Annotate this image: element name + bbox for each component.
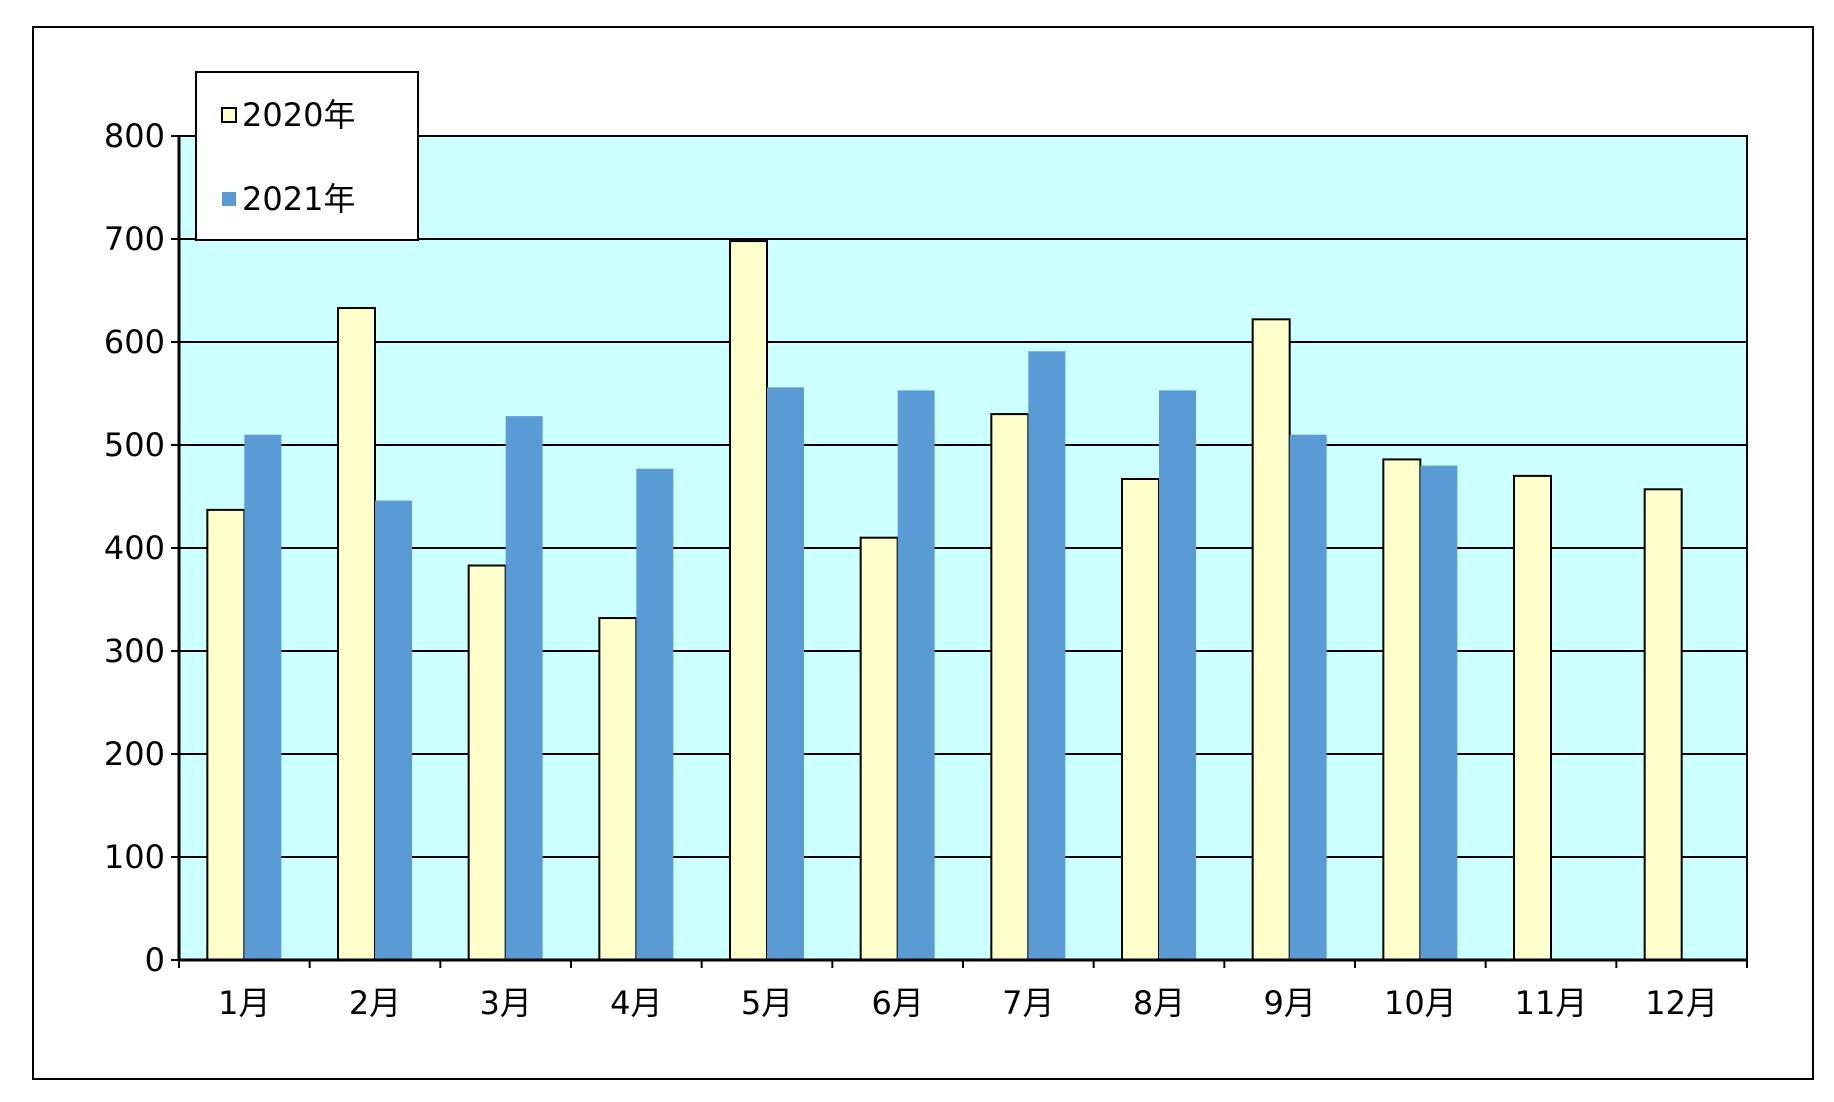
y-tick-label: 0 [145, 941, 165, 979]
chart-frame: 0 100 200 300 400 500 600 700 800 1月 2月 3月 4月 5月 6月 7月… [32, 26, 1814, 1080]
x-tick-label: 7月 [1002, 984, 1054, 1022]
y-tick-label: 100 [104, 838, 165, 876]
x-tick-label: 12月 [1645, 984, 1718, 1022]
bar-2020年-9月 [1251, 318, 1291, 961]
bar-2020年-11月 [1513, 474, 1552, 961]
y-tick-label: 300 [104, 632, 165, 670]
x-tick-label: 5月 [741, 984, 793, 1022]
bar-2021年-4月 [636, 468, 674, 960]
bar-2020年-8月 [1121, 477, 1160, 961]
y-tick-label: 400 [104, 529, 165, 567]
bar-2021年-7月 [1028, 351, 1066, 960]
bar-2020年-12月 [1643, 488, 1683, 961]
y-tick-labels: 0 100 200 300 400 500 600 700 800 [104, 117, 165, 979]
y-tick-label: 600 [104, 323, 165, 361]
x-tick-label: 4月 [610, 984, 662, 1022]
bar-2021年-8月 [1159, 390, 1196, 960]
gridlines [171, 135, 1747, 961]
bar-chart: 0 100 200 300 400 500 600 700 800 1月 2月 3月 4月 5月 6月 7月… [104, 71, 1748, 1022]
bar-2020年-5月 [729, 240, 768, 961]
legend: 2020年 2021年 [195, 71, 419, 241]
x-tick-label: 10月 [1384, 984, 1457, 1022]
legend-label-2020: 2020年 [242, 96, 355, 134]
y-tick-label: 700 [104, 220, 165, 258]
x-tick-label: 1月 [218, 984, 270, 1022]
bar-2021年-5月 [767, 387, 804, 960]
bars [206, 240, 1683, 962]
bar-2021年-1月 [244, 434, 282, 960]
legend-swatch-2020 [221, 107, 237, 123]
axes [177, 136, 1748, 968]
bar-2021年-10月 [1420, 465, 1458, 960]
y-tick-label: 500 [104, 426, 165, 464]
bar-2021年-6月 [897, 390, 935, 960]
x-tick-label: 8月 [1133, 984, 1185, 1022]
x-tick-label: 2月 [349, 984, 401, 1022]
bar-2020年-10月 [1382, 458, 1422, 961]
y-tick-label: 200 [104, 735, 165, 773]
legend-swatch-2021 [222, 192, 236, 206]
x-tick-label: 6月 [871, 984, 923, 1022]
x-tick-labels: 1月 2月 3月 4月 5月 6月 7月 8月 9月 10月 11月 12月 [218, 984, 1718, 1022]
legend-label-2021: 2021年 [242, 180, 355, 218]
bar-2020年-3月 [467, 564, 507, 961]
bar-2020年-1月 [206, 508, 246, 961]
bar-2020年-7月 [990, 413, 1030, 962]
legend-box [195, 71, 419, 241]
bar-2021年-9月 [1289, 434, 1327, 960]
x-tick-label: 3月 [479, 984, 531, 1022]
bar-2020年-4月 [598, 617, 638, 961]
bar-2021年-3月 [505, 416, 543, 960]
y-tick-label: 800 [104, 117, 165, 155]
bar-2020年-2月 [337, 307, 376, 961]
bar-2021年-2月 [375, 500, 412, 960]
bar-2020年-6月 [859, 536, 899, 961]
x-tick-label: 9月 [1263, 984, 1315, 1022]
x-tick-label: 11月 [1515, 984, 1588, 1022]
